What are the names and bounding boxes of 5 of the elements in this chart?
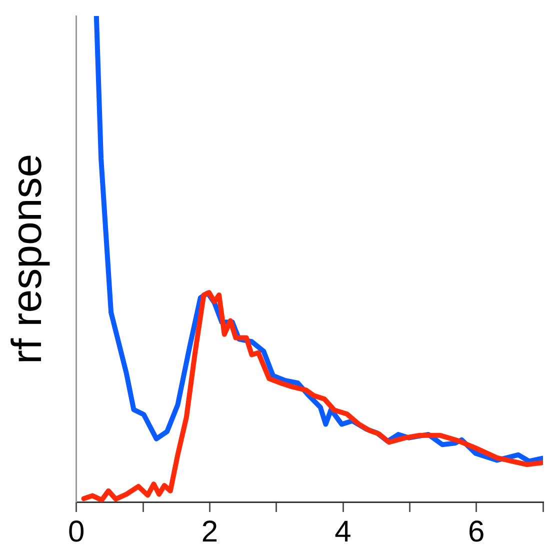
x-tick-label: 2 [201, 515, 218, 548]
x-tick-label: 0 [68, 515, 85, 548]
x-tick-label: 4 [334, 515, 352, 548]
x-tick-label: 6 [468, 515, 485, 548]
y-axis-title: rf response [2, 154, 50, 364]
